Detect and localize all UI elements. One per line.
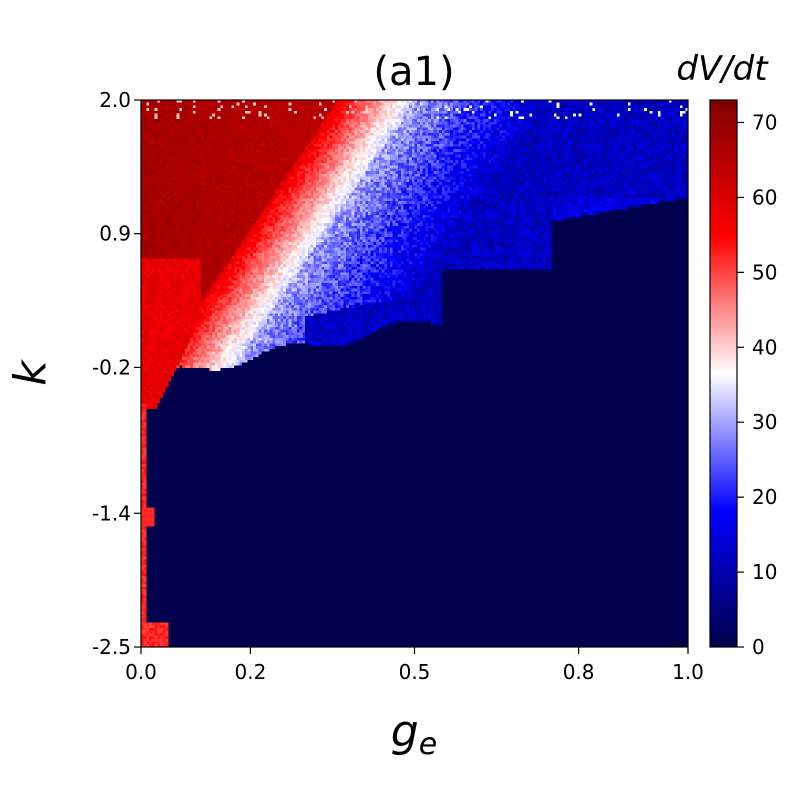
colorbar-tick-label: 20 bbox=[752, 485, 777, 509]
heatmap-plot-area bbox=[140, 99, 689, 648]
colorbar-tick-label: 30 bbox=[752, 410, 777, 434]
colorbar-tick-label: 40 bbox=[752, 335, 777, 359]
colorbar-ticks: 0 10 20 30 40 50 60 70 bbox=[737, 110, 777, 659]
y-tick-label: -2.5 bbox=[92, 635, 131, 659]
colorbar-tick-label: 70 bbox=[752, 110, 777, 134]
y-tick-label: -0.2 bbox=[92, 355, 131, 379]
colorbar-gradient bbox=[709, 99, 738, 648]
y-axis: 2.0 0.9 -0.2 -1.4 -2.5 bbox=[92, 88, 141, 659]
x-tick-label: 0.0 bbox=[125, 660, 157, 684]
y-tick-label: -1.4 bbox=[92, 501, 131, 525]
heatmap-image bbox=[141, 100, 688, 647]
y-tick-label: 2.0 bbox=[99, 88, 131, 112]
colorbar-tick-label: 50 bbox=[752, 260, 777, 284]
y-axis-label: k bbox=[5, 359, 56, 386]
colorbar-tick-label: 0 bbox=[752, 635, 765, 659]
chart-title: (a1) bbox=[373, 49, 454, 95]
x-tick-label: 1.0 bbox=[672, 660, 704, 684]
colorbar: 0 10 20 30 40 50 60 70 bbox=[709, 99, 777, 659]
y-tick-label: 0.9 bbox=[99, 222, 131, 246]
x-axis: 0.0 0.2 0.5 0.8 1.0 bbox=[125, 647, 704, 684]
colorbar-tick-label: 60 bbox=[752, 185, 777, 209]
x-axis-label: ge bbox=[391, 706, 437, 762]
colorbar-tick-label: 10 bbox=[752, 560, 777, 584]
x-tick-label: 0.2 bbox=[234, 660, 266, 684]
x-tick-label: 0.5 bbox=[399, 660, 431, 684]
x-tick-label: 0.8 bbox=[563, 660, 595, 684]
colorbar-label: dV/dt bbox=[676, 49, 769, 89]
